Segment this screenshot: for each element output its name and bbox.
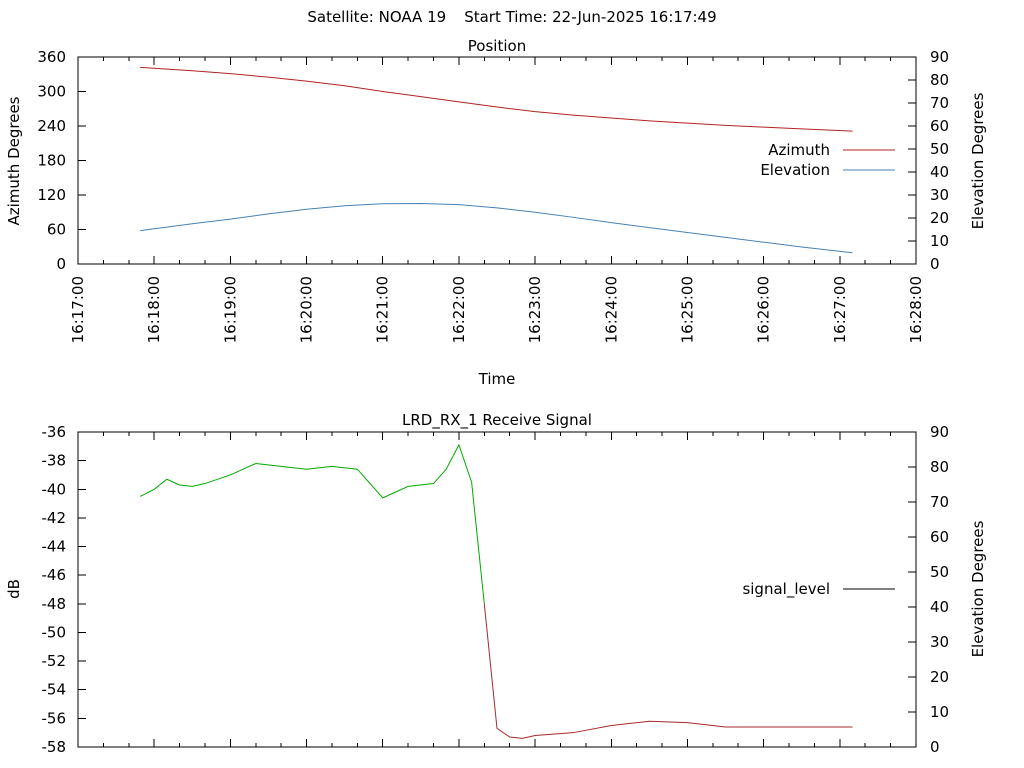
position-series-line-elevation xyxy=(140,203,853,254)
position-y2-tick-label: 90 xyxy=(930,48,949,66)
position-y-tick-label: 120 xyxy=(37,186,66,204)
position-y2-tick-label: 80 xyxy=(930,71,949,89)
signal-y-tick-label: -50 xyxy=(42,623,67,641)
position-x-tick-label: 16:22:00 xyxy=(450,276,468,343)
signal-y-tick-label: -38 xyxy=(42,452,67,470)
position-y-tick-label: 60 xyxy=(47,221,66,239)
position-x-tick-label: 16:27:00 xyxy=(831,276,849,343)
position-x-tick-label: 16:19:00 xyxy=(221,276,239,343)
time-axis-label: Time xyxy=(478,370,516,388)
position-y2-tick-label: 10 xyxy=(930,232,949,250)
signal-y2-tick-label: 70 xyxy=(930,493,949,511)
figure-title: Satellite: NOAA 19 Start Time: 22-Jun-202… xyxy=(0,8,1024,26)
position-x-tick-label: 16:23:00 xyxy=(526,276,544,343)
position-x-tick-label: 16:24:00 xyxy=(602,276,620,343)
position-y-tick-label: 180 xyxy=(37,152,66,170)
position-y2-tick-label: 20 xyxy=(930,209,949,227)
satellite-label: Satellite: NOAA 19 xyxy=(307,8,447,26)
signal-y2-tick-label: 10 xyxy=(930,703,949,721)
position-y2-tick-label: 60 xyxy=(930,117,949,135)
signal-plot-frame xyxy=(77,431,917,748)
signal-y-tick-label: -36 xyxy=(42,423,67,441)
position-y-tick-label: 300 xyxy=(37,83,66,101)
signal-chart-title: LRD_RX_1 Receive Signal xyxy=(402,411,592,429)
position-legend-label-azimuth: Azimuth xyxy=(768,141,830,159)
position-x-tick-label: 16:28:00 xyxy=(907,276,925,343)
position-y-tick-label: 240 xyxy=(37,117,66,135)
signal-y-tick-label: -54 xyxy=(42,681,67,699)
position-y2-tick-label: 50 xyxy=(930,140,949,158)
signal-series-noise-line xyxy=(483,603,853,739)
start-time-label: Start Time: 22-Jun-2025 16:17:49 xyxy=(464,8,717,26)
signal-y2-tick-label: 90 xyxy=(930,423,949,441)
position-x-tick-label: 16:26:00 xyxy=(755,276,773,343)
signal-y2-tick-label: 0 xyxy=(930,738,940,756)
signal-y-tick-label: -56 xyxy=(42,709,67,727)
position-y-tick-label: 360 xyxy=(37,48,66,66)
position-x-tick-label: 16:21:00 xyxy=(374,276,392,343)
signal-y2-tick-label: 30 xyxy=(930,633,949,651)
position-x-tick-label: 16:18:00 xyxy=(145,276,163,343)
position-chart-title: Position xyxy=(467,37,527,55)
position-y2-tick-label: 40 xyxy=(930,163,949,181)
position-series-line-azimuth xyxy=(140,66,853,132)
signal-y2-tick-label: 40 xyxy=(930,598,949,616)
signal-y2-tick-label: 50 xyxy=(930,563,949,581)
signal-y2-tick-label: 60 xyxy=(930,528,949,546)
position-y-tick-label: 0 xyxy=(56,255,66,273)
signal-y2-tick-label: 80 xyxy=(930,458,949,476)
signal-y-tick-label: -48 xyxy=(42,595,67,613)
signal-y-tick-label: -52 xyxy=(42,652,67,670)
position-x-tick-label: 16:25:00 xyxy=(678,276,696,343)
position-x-tick-label: 16:20:00 xyxy=(298,276,316,343)
signal-y-tick-label: -58 xyxy=(42,738,67,756)
position-legend-label-elevation: Elevation xyxy=(760,161,830,179)
signal-y-tick-label: -40 xyxy=(42,480,67,498)
signal-y2-tick-label: 20 xyxy=(930,668,949,686)
signal-y-tick-label: -42 xyxy=(42,509,67,527)
position-y2-tick-label: 70 xyxy=(930,94,949,112)
signal-legend-label-signal_level: signal_level xyxy=(742,580,830,599)
signal-series-strong-line xyxy=(139,443,485,604)
position-x-tick-label: 16:17:00 xyxy=(69,276,87,343)
signal-y-tick-label: -46 xyxy=(42,566,67,584)
position-y2-tick-label: 0 xyxy=(930,255,940,273)
position-y2-tick-label: 30 xyxy=(930,186,949,204)
signal-y-tick-label: -44 xyxy=(42,538,67,556)
